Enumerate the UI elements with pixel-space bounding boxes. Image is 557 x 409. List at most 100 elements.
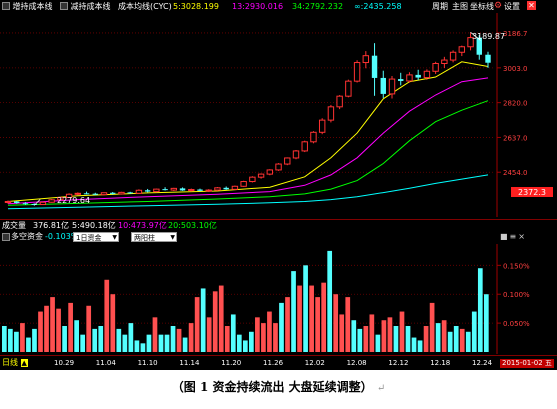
candle — [266, 169, 274, 176]
candle — [310, 131, 317, 144]
fund-bar — [483, 294, 489, 352]
cost-line-up-toggle[interactable]: 增持成本线 — [2, 2, 53, 12]
candle — [22, 202, 29, 205]
candle — [327, 104, 335, 123]
candle — [110, 191, 116, 195]
current-date-label: 2015-01-02 五 — [500, 359, 554, 368]
fund-bar — [242, 340, 248, 352]
date-tick-label: 12.24 — [472, 359, 493, 367]
indicator-checkbox[interactable] — [2, 233, 10, 241]
warning-icon: ▲ — [20, 359, 28, 367]
fund-bar — [399, 311, 405, 352]
candle — [415, 69, 421, 81]
candle — [249, 176, 256, 183]
fund-bar — [447, 331, 453, 352]
candle-body — [4, 200, 12, 203]
candle — [353, 60, 361, 83]
last-price-value: 2372.3 — [518, 188, 546, 197]
fund-bar — [176, 328, 182, 352]
high-price-annotation: 3189.87 — [472, 32, 505, 41]
bar-style-select[interactable]: 两阳柱 ▼ — [131, 232, 177, 242]
fund-bar — [315, 297, 320, 352]
fund-bar — [411, 337, 417, 352]
return-mark: ↵ — [376, 383, 386, 394]
axis-tick-label: 3186.7 — [503, 30, 528, 38]
candle — [92, 192, 98, 196]
fund-bar — [134, 340, 140, 352]
candle — [275, 163, 282, 171]
ma5-value: 5:3028.199 — [173, 2, 219, 11]
candle-body — [388, 78, 396, 95]
axis-tick-label: 0.150% — [503, 262, 530, 270]
panel-tools[interactable]: ■≡× — [500, 232, 527, 241]
candle — [362, 51, 370, 69]
candle — [449, 50, 457, 63]
fund-bar — [279, 302, 284, 352]
fund-bar — [477, 268, 483, 352]
candle-body — [345, 80, 352, 97]
settings-button[interactable]: 设置 — [504, 2, 520, 11]
ma-line-5 — [7, 61, 489, 202]
fund-period-select[interactable]: 1日资金 ▼ — [73, 232, 119, 242]
candle — [4, 200, 12, 204]
fund-bar — [459, 328, 465, 352]
fund-bar — [291, 271, 296, 352]
fund-bar — [164, 334, 170, 352]
chevron-down-icon: ▼ — [112, 234, 117, 241]
candle — [214, 187, 221, 191]
candle — [371, 43, 378, 96]
candle-body — [65, 193, 73, 199]
cost-line-down-toggle[interactable]: 减持成本线 — [60, 2, 111, 12]
candle-body — [214, 187, 221, 191]
date-tick-label: 11.14 — [179, 359, 200, 367]
candle — [231, 185, 239, 191]
gear-icon[interactable]: ⚙ — [494, 1, 503, 11]
candle-body — [83, 193, 90, 195]
candle-body — [467, 37, 474, 48]
candle — [205, 189, 212, 192]
fund-bar — [38, 311, 43, 352]
candle — [301, 140, 308, 153]
fund-bar — [363, 326, 369, 352]
close-icon[interactable]: ✕ — [527, 1, 536, 10]
candle-body — [301, 141, 308, 152]
date-bar: 日线 ▲ 10.29 11.04 11.10 11.14 11.20 11.26 12.02… — [0, 355, 557, 370]
candle — [135, 189, 143, 194]
axis-tick-label: 2820.0 — [503, 100, 528, 108]
fund-bar — [14, 331, 19, 352]
candle-body — [39, 201, 47, 206]
candle — [14, 200, 20, 204]
fund-bar — [224, 326, 230, 352]
fund-bar — [98, 326, 104, 352]
period-mode-tab[interactable]: 日线 ▲ — [2, 358, 28, 368]
axis-line-button[interactable]: 坐标线 — [470, 2, 494, 11]
fund-bar — [212, 291, 218, 352]
candle — [223, 186, 229, 190]
fund-bar — [405, 326, 411, 352]
axis-tick-label: 0.100% — [503, 291, 530, 299]
cyc-indicator-label[interactable]: 成本均线(CYC) — [118, 2, 172, 11]
candle-body — [406, 74, 413, 82]
candle — [441, 56, 448, 69]
candle-body — [327, 106, 335, 121]
fund-bar — [26, 337, 31, 352]
ma34-value: 34:2792.232 — [292, 2, 344, 11]
candle — [485, 51, 491, 68]
volume-ma20-value: 20:503.10亿 — [168, 221, 217, 230]
fund-bar — [200, 288, 206, 352]
period-button[interactable]: 周期 — [432, 2, 448, 11]
high-price-pointer — [470, 32, 481, 41]
candle-body — [362, 55, 370, 64]
fund-bar — [321, 282, 327, 352]
candle-body — [170, 187, 178, 191]
fund-bar — [230, 314, 236, 352]
candle-body — [336, 95, 343, 108]
axis-tick-label: 2454.0 — [503, 169, 528, 177]
date-tick-label: 11.26 — [263, 359, 284, 367]
fund-bar — [387, 317, 393, 352]
candle-body — [48, 199, 55, 203]
main-chart-button[interactable]: 主图 — [452, 2, 468, 11]
fund-bar — [339, 314, 345, 352]
fund-indicator-row: 多空资金 -0.103% 1日资金 ▼ 两阳柱 ▼ ■≡× — [0, 231, 557, 243]
fund-indicator-title[interactable]: 多空资金 — [11, 232, 43, 241]
